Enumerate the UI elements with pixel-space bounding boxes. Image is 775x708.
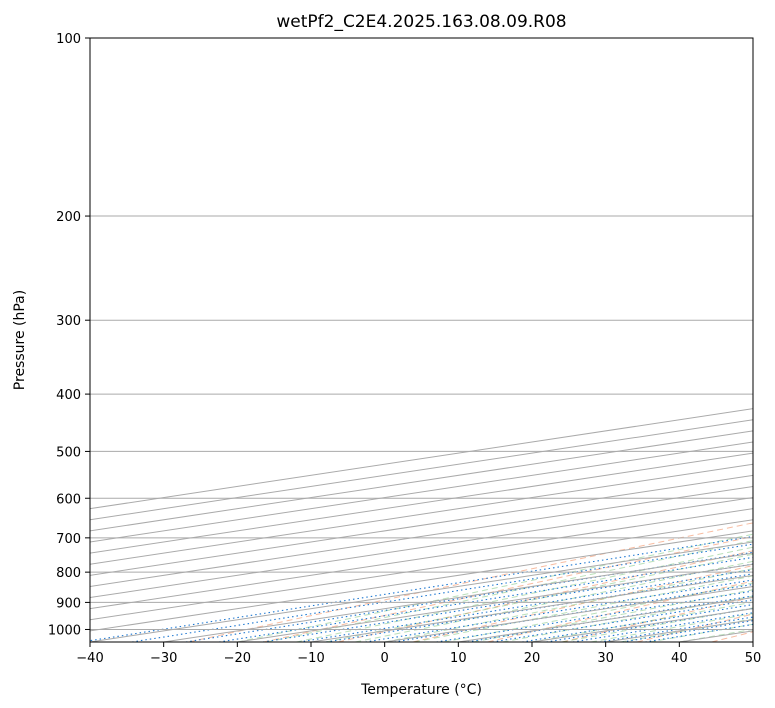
y-tick-label: 200 (56, 210, 81, 225)
y-tick-label: 500 (56, 445, 81, 460)
isotherm-line (90, 474, 753, 576)
isotherm-line (90, 497, 753, 599)
x-tick-label: 20 (524, 651, 541, 666)
pressure-gridlines (90, 38, 753, 630)
isotherm-line (90, 441, 753, 543)
x-tick-label: −40 (76, 651, 103, 666)
mixing-ratio-line (218, 556, 753, 642)
y-tick-label: 800 (56, 566, 81, 581)
chart-title: wetPf2_C2E4.2025.163.08.09.R08 (276, 12, 566, 32)
isotherm-line (90, 485, 753, 587)
y-tick-label: 300 (56, 314, 81, 329)
x-tick-label: 30 (597, 651, 614, 666)
mixing-ratio-line (299, 569, 753, 642)
mixing-ratio-line (326, 573, 753, 642)
mixing-ratio-lines (90, 535, 753, 642)
plot-area (90, 38, 753, 642)
moist-adiabat-line (355, 560, 753, 642)
isotherm-line (90, 463, 753, 565)
x-tick-label: 0 (381, 651, 389, 666)
isotherm-line (90, 452, 753, 554)
y-tick-label: 600 (56, 492, 81, 507)
isotherm-line (90, 508, 753, 610)
moist-adiabat-line (414, 575, 753, 642)
y-axis-label: Pressure (hPa) (12, 290, 28, 390)
y-tick-label: 700 (56, 532, 81, 547)
dry-adiabat-line (338, 550, 753, 642)
dry-adiabats (188, 522, 753, 642)
mixing-ratio-line (262, 563, 753, 642)
x-tick-label: 50 (745, 651, 762, 666)
x-tick-label: 10 (450, 651, 467, 666)
moist-adiabat-line (237, 533, 753, 642)
y-tick-label: 900 (56, 596, 81, 611)
y-tick-label: 100 (56, 32, 81, 47)
plot-frame (89, 37, 754, 643)
isotherm-line (90, 519, 753, 621)
y-tick-label: 1000 (48, 623, 81, 638)
x-axis-label: Temperature (°C) (360, 682, 482, 698)
y-axis-ticks: 100 200 300 400 500 600 700 800 900 1000 (48, 32, 90, 638)
moist-adiabat-line (502, 595, 753, 642)
x-tick-label: −30 (150, 651, 177, 666)
dry-adiabat-line (562, 596, 753, 642)
mixing-ratio-line (131, 543, 753, 642)
x-tick-label: 40 (671, 651, 688, 666)
isotherm-line (90, 530, 753, 632)
x-tick-label: −20 (224, 651, 251, 666)
y-tick-label: 400 (56, 388, 81, 403)
x-tick-label: −10 (297, 651, 324, 666)
skewed-isotherms (90, 408, 753, 642)
x-axis-ticks: −40 −30 −20 −10 0 10 20 30 40 50 (76, 642, 761, 666)
moist-adiabat-line (325, 553, 753, 642)
